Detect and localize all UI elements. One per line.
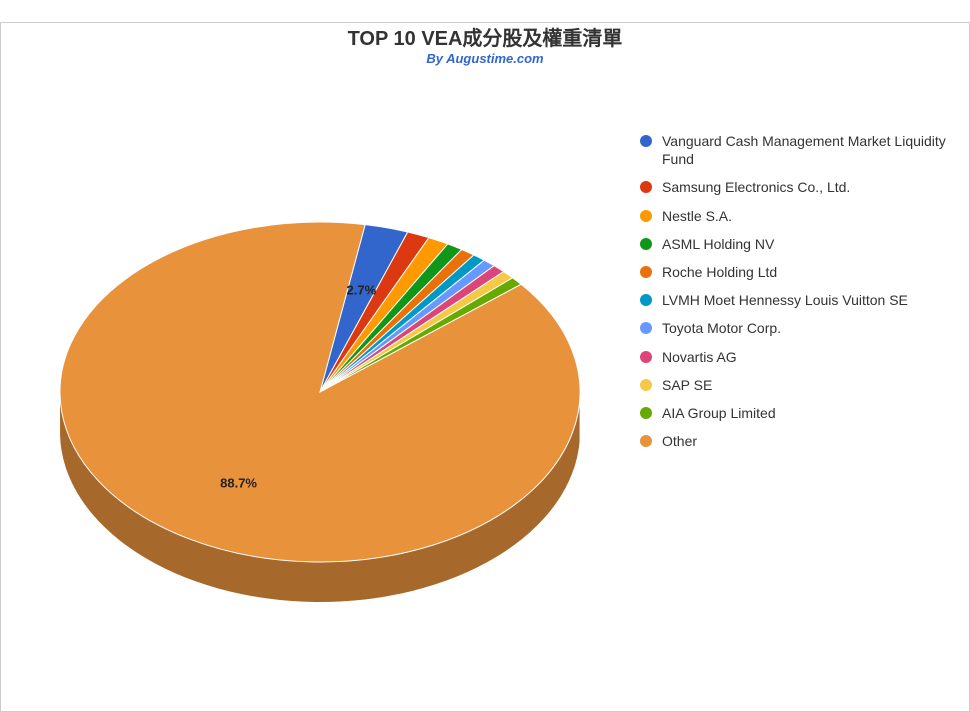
legend: Vanguard Cash Management Market Liquidit… xyxy=(640,132,950,460)
legend-item[interactable]: Toyota Motor Corp. xyxy=(640,319,950,337)
legend-marker xyxy=(640,266,652,278)
legend-item[interactable]: Novartis AG xyxy=(640,348,950,366)
legend-item[interactable]: ASML Holding NV xyxy=(640,235,950,253)
legend-label: SAP SE xyxy=(662,376,712,394)
legend-label: AIA Group Limited xyxy=(662,404,776,422)
legend-item[interactable]: Other xyxy=(640,432,950,450)
legend-label: LVMH Moet Hennessy Louis Vuitton SE xyxy=(662,291,908,309)
legend-label: Nestle S.A. xyxy=(662,207,732,225)
legend-label: Other xyxy=(662,432,697,450)
legend-label: Roche Holding Ltd xyxy=(662,263,777,281)
pie-chart: 2.7%88.7% xyxy=(40,112,600,672)
legend-marker xyxy=(640,210,652,222)
legend-marker xyxy=(640,294,652,306)
legend-marker xyxy=(640,435,652,447)
legend-marker xyxy=(640,351,652,363)
legend-item[interactable]: Samsung Electronics Co., Ltd. xyxy=(640,178,950,196)
legend-label: Samsung Electronics Co., Ltd. xyxy=(662,178,850,196)
legend-marker xyxy=(640,238,652,250)
legend-marker xyxy=(640,181,652,193)
legend-marker xyxy=(640,379,652,391)
legend-item[interactable]: AIA Group Limited xyxy=(640,404,950,422)
legend-item[interactable]: Nestle S.A. xyxy=(640,207,950,225)
legend-label: Toyota Motor Corp. xyxy=(662,319,781,337)
legend-marker xyxy=(640,407,652,419)
legend-item[interactable]: LVMH Moet Hennessy Louis Vuitton SE xyxy=(640,291,950,309)
legend-label: Vanguard Cash Management Market Liquidit… xyxy=(662,132,950,168)
legend-label: Novartis AG xyxy=(662,348,737,366)
legend-item[interactable]: Roche Holding Ltd xyxy=(640,263,950,281)
legend-marker xyxy=(640,322,652,334)
legend-item[interactable]: SAP SE xyxy=(640,376,950,394)
legend-marker xyxy=(640,135,652,147)
legend-label: ASML Holding NV xyxy=(662,235,774,253)
legend-item[interactable]: Vanguard Cash Management Market Liquidit… xyxy=(640,132,950,168)
